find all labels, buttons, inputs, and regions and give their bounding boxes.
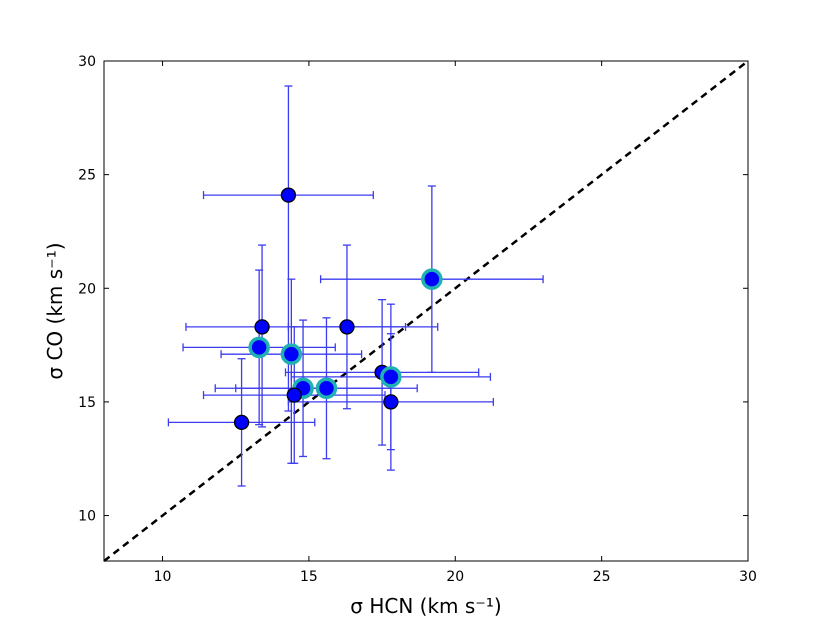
y-tick-label: 20 [78, 281, 96, 297]
data-point-highlighted [421, 268, 443, 290]
data-point [233, 414, 250, 431]
x-tick-label: 15 [300, 569, 318, 585]
tick-layer: 10 15 20 25 30 10 15 20 25 30 [78, 54, 757, 585]
data-point [286, 387, 302, 403]
data-point [383, 394, 399, 410]
marker-layer [233, 187, 443, 431]
y-tick-label: 25 [78, 168, 96, 184]
y-tick-label: 15 [78, 395, 96, 411]
data-point-highlighted [248, 336, 270, 359]
plot-area: 10 15 20 25 30 10 15 20 25 30 [78, 54, 757, 585]
reference-line-layer [103, 60, 749, 562]
reference-line-one-to-one [103, 60, 749, 562]
data-point-highlighted [280, 343, 303, 365]
data-point [339, 319, 355, 335]
data-point-highlighted [380, 366, 402, 388]
y-axis-label: σ CO (km s⁻¹) [43, 242, 67, 379]
y-tick-label: 30 [78, 54, 96, 70]
x-tick-label: 30 [739, 569, 757, 585]
data-point [280, 187, 297, 203]
y-tick-label: 10 [78, 509, 96, 525]
x-tick-label: 20 [446, 569, 464, 585]
data-point-highlighted [315, 377, 338, 400]
x-tick-label: 10 [154, 569, 172, 585]
x-axis-label: σ HCN (km s⁻¹) [350, 594, 501, 618]
data-point [254, 319, 270, 335]
x-tick-label: 25 [593, 569, 611, 585]
